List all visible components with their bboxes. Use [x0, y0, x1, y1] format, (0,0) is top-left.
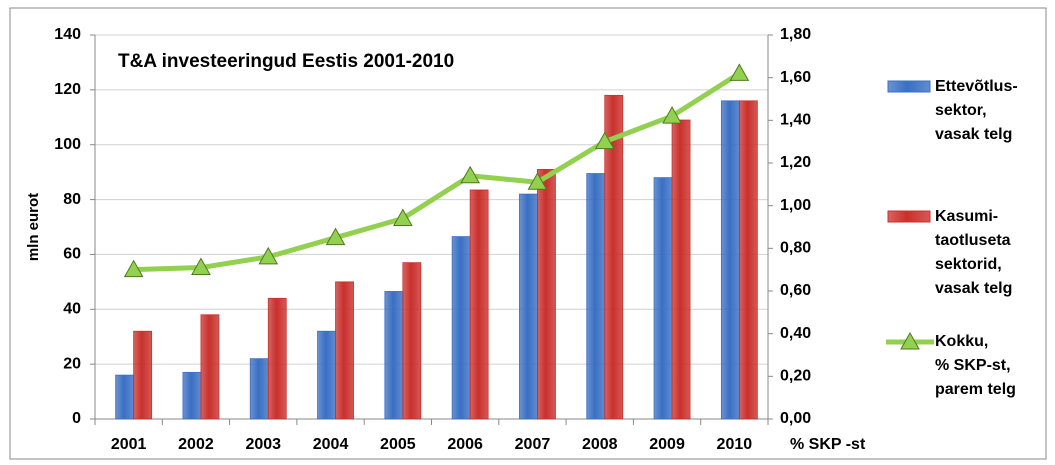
marker [729, 63, 750, 81]
x-tick-label: 2010 [717, 436, 753, 453]
marker [258, 246, 279, 265]
legend-label: Ettevõtlus- sektor, vasak telg [935, 78, 1018, 143]
x-tick-label: 2005 [380, 436, 416, 453]
bar [671, 119, 691, 420]
y-tick-label: 140 [54, 26, 81, 43]
y2-tick-label: 0,80 [780, 240, 811, 257]
y2-tick-label: 1,40 [780, 112, 811, 129]
x-tick-label: 2002 [178, 436, 214, 453]
bar [384, 291, 404, 420]
marker [662, 106, 682, 124]
legend-swatch [887, 80, 931, 93]
y2-tick-label: 0,60 [780, 282, 811, 299]
bar [402, 262, 422, 420]
y2-tick-label: 1,60 [780, 69, 811, 86]
y-tick-label: 120 [54, 81, 81, 98]
y2-tick-label: 0,20 [780, 368, 811, 385]
bar [335, 281, 354, 420]
marker [191, 257, 211, 276]
y-tick-label: 60 [63, 246, 81, 263]
legend-swatch [887, 210, 931, 223]
bar [586, 173, 606, 420]
bar [537, 168, 556, 420]
y2-tick-label: 1,00 [780, 197, 811, 214]
marker [460, 165, 481, 184]
y-tick-label: 0 [72, 410, 81, 427]
bar [200, 314, 220, 420]
bar [653, 177, 673, 420]
y2-tick-label: 0,00 [780, 410, 811, 427]
bar [182, 371, 202, 420]
marker [123, 259, 144, 278]
y-tick-label: 20 [63, 355, 81, 372]
bar [519, 193, 538, 420]
bar [249, 358, 269, 420]
bar [133, 330, 153, 420]
x-tick-label: 2006 [447, 436, 483, 453]
y-tick-label: 100 [54, 136, 81, 153]
y-tick-label: 40 [63, 301, 81, 318]
y2-axis-label: % SKP -st [790, 436, 866, 453]
chart-title: T&A investeeringud Eestis 2001-2010 [118, 51, 454, 72]
marker [527, 172, 548, 190]
legend-label: Kokku, % SKP-st, parem telg [935, 333, 1016, 398]
chart-border [9, 7, 1047, 460]
x-tick-label: 2007 [515, 436, 551, 453]
y2-tick-label: 1,20 [780, 154, 811, 171]
x-tick-label: 2009 [649, 436, 685, 453]
legend-swatch [900, 331, 920, 350]
x-tick-label: 2003 [245, 436, 281, 453]
x-tick-label: 2001 [111, 436, 147, 453]
bar [115, 374, 135, 420]
bar [469, 189, 489, 420]
y-tick-label: 80 [63, 191, 81, 208]
marker [594, 131, 615, 150]
x-tick-label: 2008 [582, 436, 618, 453]
marker [325, 227, 346, 246]
legend-label: Kasumi- taotluseta sektorid, vasak telg [935, 208, 1013, 297]
y-axis-label: mln eurot [25, 193, 42, 261]
bar [267, 297, 287, 420]
bar [451, 236, 471, 420]
bar [317, 330, 336, 420]
bar [604, 94, 624, 420]
line [133, 71, 741, 273]
marker [392, 208, 413, 226]
bar [720, 100, 740, 420]
y2-tick-label: 0,40 [780, 325, 811, 342]
y2-tick-label: 1,80 [780, 26, 811, 43]
x-tick-label: 2004 [313, 436, 349, 453]
bar [738, 100, 758, 420]
